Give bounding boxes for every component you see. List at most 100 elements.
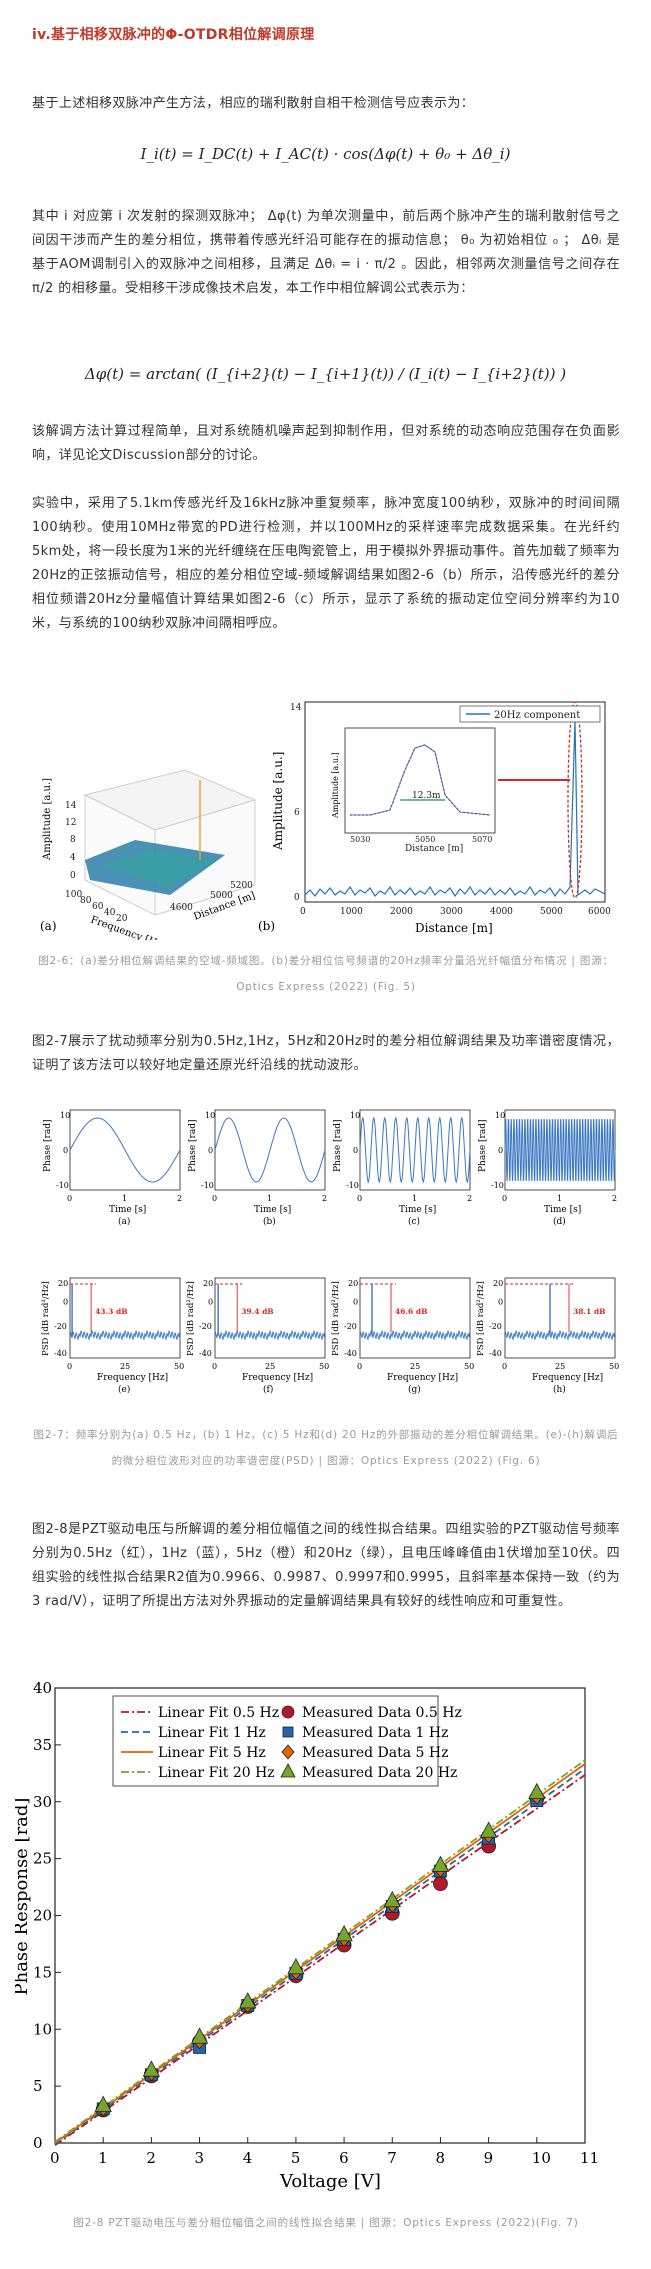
fig26b-x-tick: 3000: [440, 907, 463, 917]
psd-y-label: PSD [dB rad²/Hz]: [41, 1281, 51, 1356]
y-tick-label: 0: [33, 2134, 43, 2152]
y-tick-label: 35: [33, 1736, 52, 1754]
y-axis-label: Phase Response [rad]: [15, 1798, 32, 1996]
phase-y-tick: -10: [491, 1181, 504, 1190]
freq-x-tick: 0: [502, 1362, 507, 1371]
figure-2-8-chart: 0 1 2 3 4 5 6 7 8 9 10 11 0 5 10 15 20 25 30 35 40 Voltage [V…: [15, 1679, 599, 2192]
fig26a-dist-tick: 4600: [170, 903, 193, 913]
legend-data-label: Measured Data 0.5 Hz: [302, 1705, 462, 1721]
x-tick-label: 0: [50, 2149, 60, 2167]
time-x-label: Time [s]: [544, 1205, 581, 1215]
legend-fit-label: Linear Fit 20 Hz: [158, 1765, 275, 1781]
fit-line: [54, 1774, 586, 2147]
fig26a-freq-tick: 100: [65, 890, 82, 900]
psd-panel-label: (f): [263, 1384, 273, 1395]
psd-noise-trace: [504, 1330, 616, 1340]
fig26b-y-tick: 0: [294, 893, 300, 903]
phase-y-tick: 0: [498, 1146, 503, 1155]
freq-x-tick: 25: [410, 1362, 420, 1371]
phase-waveform: [504, 1119, 616, 1181]
freq-x-tick: 25: [120, 1362, 130, 1371]
freq-x-tick: 0: [357, 1362, 362, 1371]
psd-y-tick: 20: [58, 1279, 68, 1288]
legend-fit-label: Linear Fit 0.5 Hz: [158, 1705, 279, 1721]
freq-x-tick: 50: [464, 1362, 474, 1371]
fit-line: [54, 1759, 586, 2143]
psd-snr-label: 43.3 dB: [95, 1307, 127, 1316]
freq-x-label: Frequency [Hz]: [242, 1373, 313, 1383]
legend-box: [112, 1695, 439, 1787]
fig26b-panel-label: (b): [258, 919, 275, 933]
time-x-label: Time [s]: [109, 1205, 146, 1215]
freq-x-tick: 50: [319, 1362, 329, 1371]
time-x-tick: 1: [267, 1194, 272, 1203]
data-point: [479, 1821, 498, 1838]
x-tick-label: 1: [98, 2149, 108, 2167]
fig27-intro-paragraph: 图2-7展示了扰动频率分别为0.5Hz,1Hz，5Hz和20Hz时的差分相位解调…: [32, 1034, 620, 1073]
time-x-tick: 2: [177, 1194, 182, 1203]
psd-noise-trace: [69, 1330, 181, 1340]
y-tick-label: 5: [33, 2077, 43, 2095]
intro-paragraph: 基于上述相移双脉冲产生方法，相应的瑞利散射自相干检测信号应表示为：: [32, 96, 475, 111]
fig26a-z-tick: 4: [70, 853, 76, 863]
legend-marker: [281, 1744, 295, 1760]
time-x-tick: 0: [357, 1194, 362, 1203]
phase-y-tick: 10: [60, 1111, 70, 1120]
data-point: [335, 1924, 353, 1942]
time-x-tick: 2: [612, 1194, 617, 1203]
psd-y-tick: 0: [498, 1297, 503, 1306]
fig26a-z-tick: 8: [70, 835, 76, 845]
phase-y-tick: 0: [353, 1146, 358, 1155]
equation-intensity: I_i(t) = I_DC(t) + I_AC(t) · cos(Δφ(t) +…: [140, 145, 511, 163]
fig26a-panel-label: (a): [40, 919, 57, 933]
time-x-tick: 1: [557, 1194, 562, 1203]
psd-panel-label: (g): [408, 1384, 421, 1395]
y-tick-label: 40: [33, 1679, 52, 1697]
psd-snr-label: 38.1 dB: [573, 1307, 605, 1316]
data-point: [433, 1876, 448, 1892]
time-x-label: Time [s]: [399, 1205, 436, 1215]
phase-y-tick: 10: [350, 1111, 360, 1120]
psd-snr-label: 46.6 dB: [395, 1307, 427, 1316]
x-tick-label: 3: [195, 2149, 205, 2167]
fig26b-x-label: Distance [m]: [415, 921, 493, 935]
fig26b-x-tick: 6000: [588, 907, 611, 917]
psd-y-tick: 0: [63, 1297, 68, 1306]
psd-y-label: PSD [dB rad²/Hz]: [186, 1281, 196, 1356]
time-x-tick: 0: [502, 1194, 507, 1203]
legend-marker: [280, 1763, 296, 1778]
figure-2-6: 14 12 8 4 0 100 80 60 40 20 4600 5000 52…: [40, 701, 611, 940]
legend-marker: [281, 1705, 295, 1719]
psd-plot-frame: [359, 1277, 471, 1359]
phase-waveform: [69, 1117, 181, 1183]
time-x-tick: 0: [212, 1194, 217, 1203]
legend-fit-label: Linear Fit 5 Hz: [158, 1745, 266, 1761]
psd-noise-trace: [214, 1330, 326, 1340]
psd-y-tick: -20: [489, 1322, 502, 1331]
psd-noise-trace: [359, 1330, 471, 1340]
figure-2-6-caption: 图2-6：(a)差分相位解调结果的空域-频域图。(b)差分相位信号频谱的20Hz…: [38, 955, 614, 993]
phase-panel-label: (a): [118, 1216, 130, 1227]
x-tick-label: 4: [243, 2149, 253, 2167]
fig26-panel-a: 14 12 8 4 0 100 80 60 40 20 4600 5000 52…: [40, 769, 257, 940]
fig26a-dist-tick: 5200: [230, 881, 253, 891]
figure-2-8-caption: 图2-8 PZT驱动电压与差分相位幅值之间的线性拟合结果 | 图源：Optics…: [73, 2217, 579, 2229]
inset-x-tick: 5050: [415, 835, 435, 844]
phase-y-tick: 10: [495, 1111, 505, 1120]
fig26a-z-tick: 12: [65, 818, 76, 828]
figure-2-7-caption: 图2-7：频率分别为(a) 0.5 Hz，(b) 1 Hz，(c) 5 Hz和(…: [33, 1429, 619, 1467]
legend-marker: [282, 1726, 294, 1738]
phase-panel-label: (b): [263, 1216, 276, 1227]
x-tick-label: 10: [532, 2149, 551, 2167]
psd-y-tick: 20: [348, 1279, 358, 1288]
psd-y-tick: 20: [493, 1279, 503, 1288]
data-point: [239, 1992, 257, 2009]
time-x-tick: 0: [67, 1194, 72, 1203]
fig26b-x-tick: 5000: [540, 907, 563, 917]
psd-y-tick: -20: [344, 1322, 357, 1331]
legend-data-label: Measured Data 20 Hz: [302, 1765, 457, 1781]
fig26b-x-tick: 4000: [490, 907, 513, 917]
phase-waveform: [359, 1116, 471, 1184]
inset-width-annotation: 12.3m: [412, 791, 441, 801]
fig26b-x-tick: 0: [300, 907, 306, 917]
